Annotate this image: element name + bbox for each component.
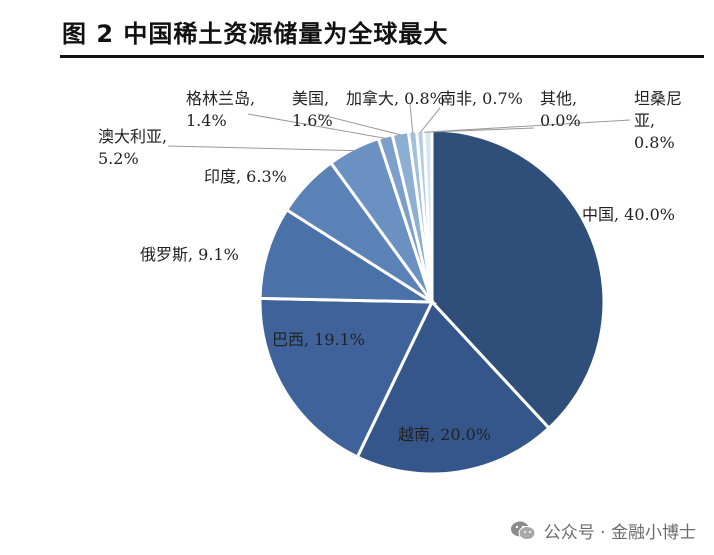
slice-label-4: 印度, 6.3% <box>204 167 287 186</box>
leader-line-9 <box>419 107 441 133</box>
slice-label-11: 坦桑尼亚, 0.8% <box>634 89 682 152</box>
slice-label-7: 美国, 1.6% <box>292 89 333 130</box>
slice-label-10: 其他, 0.0% <box>540 89 581 130</box>
leader-lines <box>167 103 631 152</box>
slice-label-3: 俄罗斯, 9.1% <box>140 245 239 264</box>
pie-slice-1 <box>355 299 552 476</box>
figure-title: 图 2 中国稀土资源储量为全球最大 <box>62 20 449 48</box>
pie-slice-0 <box>430 128 606 431</box>
leader-line-8 <box>409 103 414 134</box>
slice-label-9: 南非, 0.7% <box>440 89 523 108</box>
pie-slices <box>258 128 606 476</box>
slice-label-2: 巴西, 19.1% <box>272 330 365 349</box>
leader-line-5 <box>167 145 355 152</box>
pie-slice-2 <box>258 296 435 459</box>
wechat-icon <box>510 521 536 540</box>
slice-label-6: 格林兰岛, 1.4% <box>186 89 255 130</box>
slice-label-5: 澳大利亚, 5.2% <box>98 127 167 168</box>
leader-line-7 <box>317 113 401 136</box>
pie-slice-3 <box>258 207 438 304</box>
slice-label-8: 加拿大, 0.8% <box>346 89 445 108</box>
leader-line-6 <box>247 113 386 139</box>
title-rule <box>60 55 704 58</box>
slice-label-1: 越南, 20.0% <box>398 425 491 444</box>
slice-label-0: 中国, 40.0% <box>582 205 675 224</box>
slice-labels: 中国, 40.0% 越南, 20.0% 巴西, 19.1% 俄罗斯, 9.1% 印度, … <box>98 89 682 444</box>
watermark: 公众号 · 金融小博士 <box>510 518 696 543</box>
watermark-text: 公众号 · 金融小博士 <box>543 523 696 543</box>
pie-slice-11 <box>422 128 434 303</box>
leader-line-11 <box>427 119 631 133</box>
